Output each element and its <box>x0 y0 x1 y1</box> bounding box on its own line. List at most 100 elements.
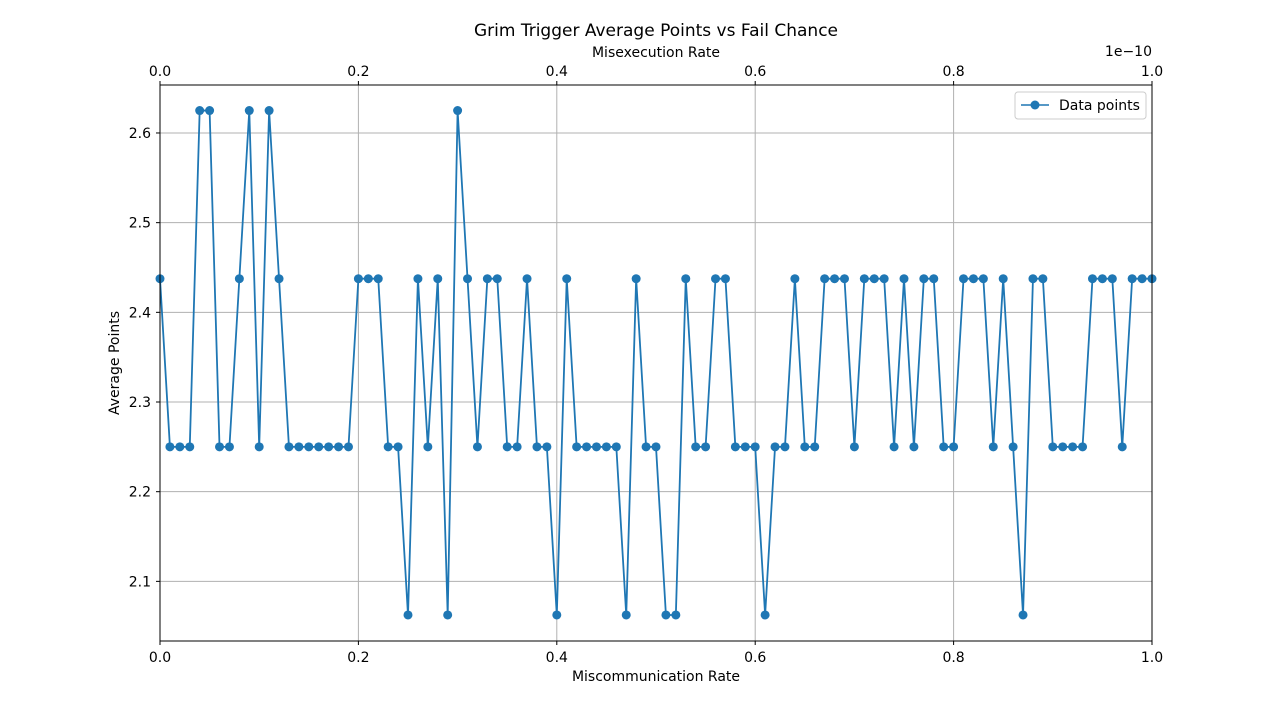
data-point <box>284 442 294 452</box>
data-point <box>1127 274 1137 284</box>
y-axis-label: Average Points <box>107 311 123 415</box>
data-point <box>711 274 721 284</box>
data-point <box>195 106 205 116</box>
data-point <box>552 610 562 620</box>
data-point <box>165 442 175 452</box>
data-point <box>998 274 1008 284</box>
data-point <box>1068 442 1078 452</box>
data-point <box>582 442 592 452</box>
legend-label: Data points <box>1059 98 1140 114</box>
data-point <box>244 106 254 116</box>
top-tick-label: 0.8 <box>942 64 964 80</box>
data-point <box>1018 610 1028 620</box>
data-point <box>274 274 284 284</box>
data-point <box>691 442 701 452</box>
y-tick-label: 2.4 <box>129 305 151 321</box>
data-point <box>1087 274 1097 284</box>
x-tick-label: 0.6 <box>744 650 766 666</box>
data-point <box>532 442 542 452</box>
data-point <box>254 442 264 452</box>
data-point <box>522 274 532 284</box>
data-point <box>1078 442 1088 452</box>
data-point <box>482 274 492 284</box>
grid <box>159 85 1153 641</box>
data-point <box>879 274 889 284</box>
series-layer <box>155 106 1157 620</box>
data-point <box>264 106 274 116</box>
data-point <box>512 442 522 452</box>
y-tick-label: 2.6 <box>129 126 151 142</box>
data-point <box>988 442 998 452</box>
data-point <box>1137 274 1147 284</box>
data-point <box>770 442 780 452</box>
data-point <box>472 442 482 452</box>
x-axis-label: Miscommunication Rate <box>572 669 740 685</box>
data-point <box>820 274 830 284</box>
y-tick-label: 2.1 <box>129 574 151 590</box>
data-point <box>403 610 413 620</box>
data-point <box>433 274 443 284</box>
data-point <box>324 442 334 452</box>
data-point <box>939 442 949 452</box>
legend-box <box>1014 91 1147 120</box>
data-point <box>1097 274 1107 284</box>
legend: Data points <box>1014 91 1147 120</box>
legend-marker <box>1030 100 1040 110</box>
data-point <box>899 274 909 284</box>
data-point <box>978 274 988 284</box>
data-point <box>849 442 859 452</box>
data-point <box>1028 274 1038 284</box>
data-point <box>681 274 691 284</box>
data-point <box>413 274 423 284</box>
data-point <box>1058 442 1068 452</box>
data-point <box>304 442 314 452</box>
series-line <box>159 109 1152 616</box>
data-point <box>492 274 502 284</box>
x-tick-label: 0.0 <box>149 650 171 666</box>
data-point <box>889 442 899 452</box>
data-point <box>740 442 750 452</box>
data-point <box>373 274 383 284</box>
data-point <box>641 442 651 452</box>
top-tick-label: 0.0 <box>149 64 171 80</box>
data-point <box>234 274 244 284</box>
axis-ticks: 0.0 0.2 0.4 0.6 0.8 1.0 0.0 0.2 0.4 0.6 0.8 1.0 2.1 2… <box>129 64 1163 666</box>
plot-frame <box>159 84 1153 642</box>
data-point <box>1048 442 1058 452</box>
top-axis-label: Misexecution Rate <box>592 45 720 61</box>
x-tick-label: 1.0 <box>1141 650 1163 666</box>
data-point <box>760 610 770 620</box>
data-point <box>314 442 324 452</box>
data-point <box>631 274 641 284</box>
y-tick-label: 2.2 <box>129 485 151 501</box>
data-point <box>224 442 234 452</box>
data-point <box>701 442 711 452</box>
data-point <box>909 442 919 452</box>
y-tick-label: 2.5 <box>129 216 151 232</box>
data-point <box>661 610 671 620</box>
data-point <box>720 274 730 284</box>
data-point <box>959 274 969 284</box>
data-point <box>780 442 790 452</box>
data-point <box>591 442 601 452</box>
data-point <box>839 274 849 284</box>
data-point <box>1117 442 1127 452</box>
top-axis-offset-text: 1e−10 <box>1105 44 1152 60</box>
data-point <box>215 442 225 452</box>
data-point <box>810 442 820 452</box>
data-point <box>671 610 681 620</box>
chart-title: Grim Trigger Average Points vs Fail Chan… <box>474 21 838 41</box>
data-point <box>443 610 453 620</box>
top-tick-label: 1.0 <box>1141 64 1163 80</box>
data-point <box>869 274 879 284</box>
data-point <box>919 274 929 284</box>
x-tick-label: 0.2 <box>347 650 369 666</box>
data-point <box>968 274 978 284</box>
data-point <box>830 274 840 284</box>
x-tick-label: 0.8 <box>942 650 964 666</box>
data-point <box>859 274 869 284</box>
data-point <box>393 442 403 452</box>
data-point <box>334 442 344 452</box>
x-tick-label: 0.4 <box>546 650 568 666</box>
